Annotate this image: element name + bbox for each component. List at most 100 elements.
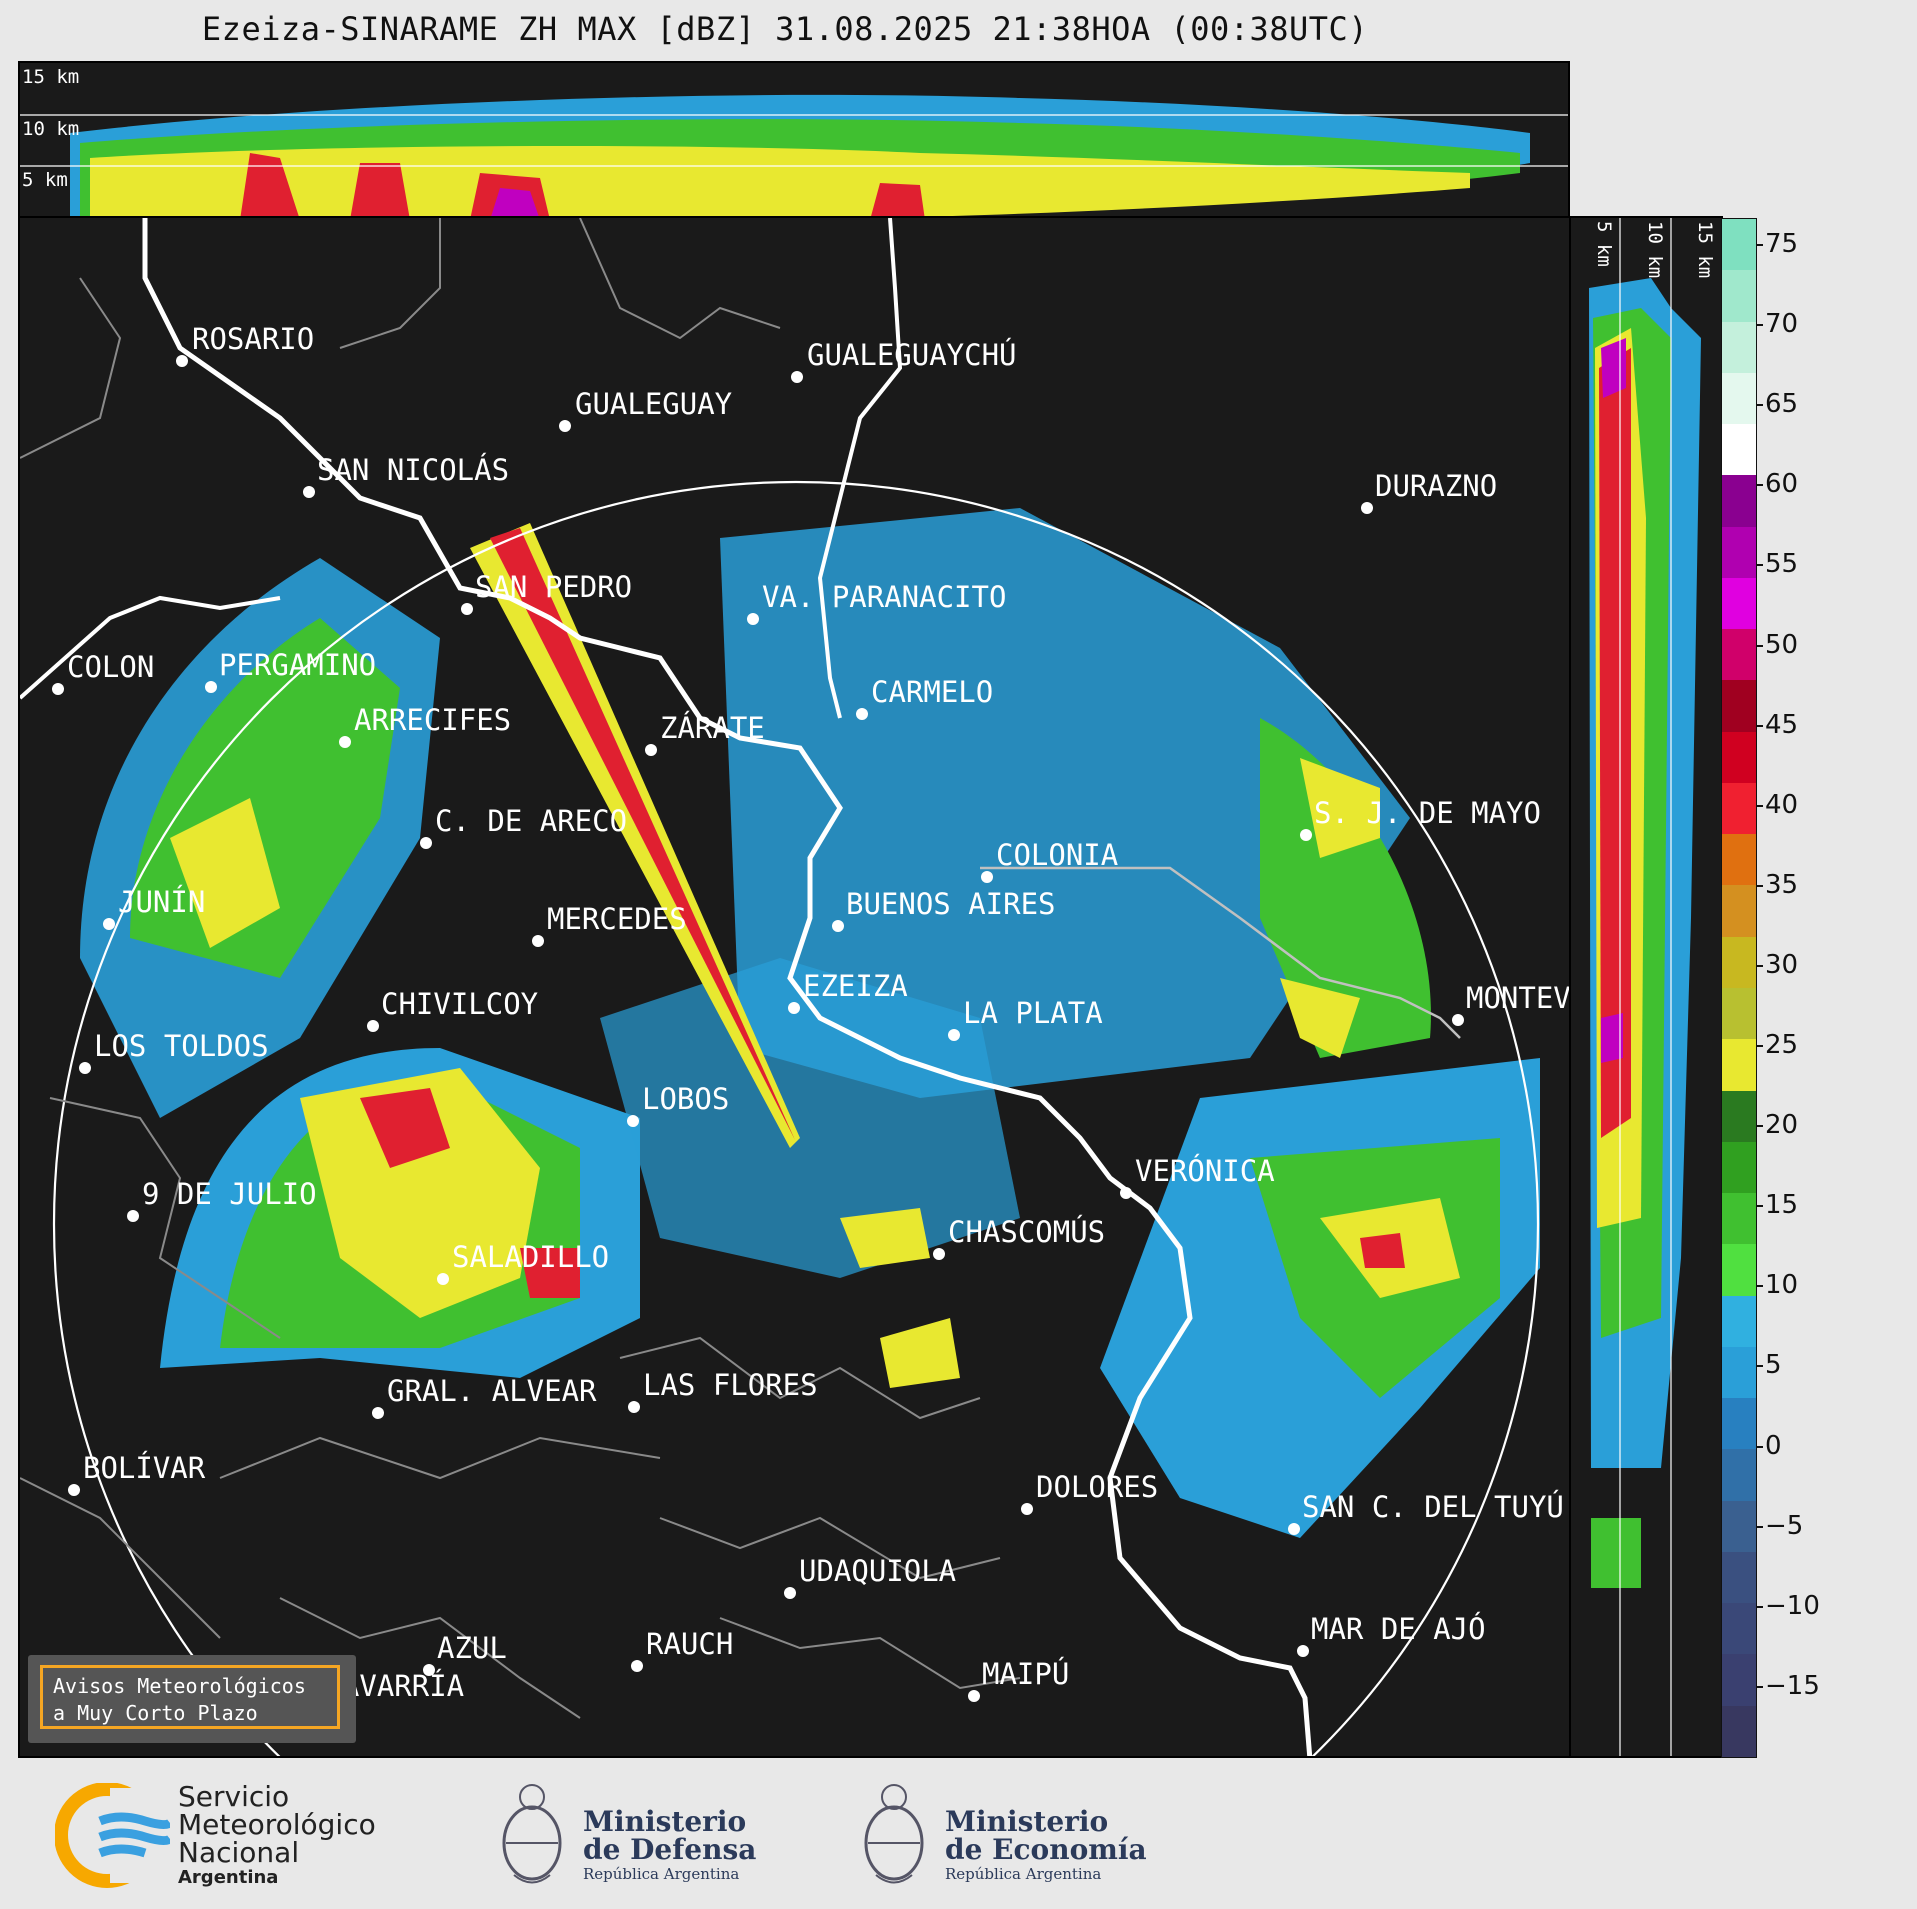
city-label-san-nicolas: SAN NICOLÁS	[317, 453, 509, 487]
defensa-line3: República Argentina	[583, 1865, 740, 1883]
city-label-pergamino: PERGAMINO	[219, 648, 376, 682]
city-dot-saladillo	[437, 1273, 449, 1285]
city-label-va-paranacito: VA. PARANACITO	[762, 580, 1006, 614]
colorbar-tick-label: 35	[1765, 869, 1799, 900]
city-label-mercedes: MERCEDES	[547, 902, 687, 936]
city-label-durazno: DURAZNO	[1375, 469, 1497, 503]
colorbar-swatch	[1722, 1295, 1756, 1347]
economia-line3: República Argentina	[945, 1865, 1102, 1883]
city-label-azul: AZUL	[437, 1631, 507, 1665]
city-dot-durazno	[1361, 502, 1373, 514]
colorbar-swatch	[1722, 1500, 1756, 1552]
colorbar-tick-label: 40	[1765, 789, 1799, 820]
colorbar-tick-label: 50	[1765, 629, 1799, 660]
defensa-line2: de Defensa	[583, 1833, 757, 1866]
city-dot-zarate	[645, 744, 657, 756]
city-label-colon: COLON	[67, 650, 154, 684]
radar-map-image: ROSARIO GUALEGUAYCHÚ GUALEGUAY SAN NICOL…	[20, 218, 1571, 1756]
economia-logo-text: Ministerio de Economía República Argenti…	[945, 1808, 1147, 1884]
colorbar-tick-mark	[1756, 1205, 1763, 1208]
city-dot-gualeguaychu	[791, 371, 803, 383]
city-label-c-de-areco: C. DE ARECO	[435, 804, 627, 838]
city-label-maipu: MAIPÚ	[982, 1657, 1069, 1691]
colorbar-swatch	[1722, 1654, 1756, 1706]
colorbar-tick-mark	[1756, 1525, 1763, 1528]
defensa-line1: Ministerio	[583, 1805, 747, 1838]
city-label-buenos-aires: BUENOS AIRES	[846, 887, 1056, 921]
smn-line2: Meteorológico	[178, 1808, 376, 1841]
colorbar-tick-label: 60	[1765, 469, 1799, 500]
side-axis-label-15km: 15 km	[1694, 221, 1716, 279]
colorbar-swatch	[1722, 475, 1756, 527]
colorbar	[1721, 218, 1757, 1758]
colorbar-swatch	[1722, 1193, 1756, 1245]
city-label-lobos: LOBOS	[642, 1082, 729, 1116]
city-dot-la-plata	[948, 1029, 960, 1041]
colorbar-tick-label: 55	[1765, 549, 1799, 580]
economia-line2: de Economía	[945, 1833, 1147, 1866]
colorbar-swatch	[1722, 834, 1756, 886]
colorbar-tick-mark	[1756, 724, 1763, 727]
radar-map-panel: ROSARIO GUALEGUAYCHÚ GUALEGUAY SAN NICOL…	[18, 216, 1571, 1758]
city-label-mar-de-ajo: MAR DE AJÓ	[1311, 1612, 1486, 1646]
colorbar-tick-mark	[1756, 1125, 1763, 1128]
colorbar-swatch	[1722, 321, 1756, 373]
colorbar-swatch	[1722, 526, 1756, 578]
top-axis-label-5km: 5 km	[22, 169, 68, 191]
city-dot-buenos-aires	[832, 920, 844, 932]
colorbar-tick-mark	[1756, 244, 1763, 246]
colorbar-tick-mark	[1756, 1605, 1763, 1608]
defensa-emblem-icon	[502, 1784, 562, 1884]
city-label-ezeiza: EZEIZA	[803, 969, 908, 1003]
city-label-dolores: DOLORES	[1036, 1470, 1158, 1504]
colorbar-tick-mark	[1756, 484, 1763, 487]
city-dot-arrecifes	[339, 736, 351, 748]
colorbar-tick-label: 25	[1765, 1030, 1799, 1060]
city-label-junin: JUNÍN	[118, 885, 205, 919]
city-dot-las-flores	[628, 1401, 640, 1413]
colorbar-swatch	[1722, 782, 1756, 835]
short-term-warnings-box[interactable]: Avisos Meteorológicos a Muy Corto Plazo	[28, 1655, 356, 1743]
city-dot-san-c-del-tuyu	[1288, 1523, 1300, 1535]
city-label-gualeguay: GUALEGUAY	[575, 387, 732, 421]
colorbar-swatch	[1722, 372, 1756, 425]
smn-line4: Argentina	[178, 1867, 279, 1888]
city-dot-azul	[423, 1664, 435, 1676]
smn-line3: Nacional	[178, 1836, 300, 1869]
city-dot-bolivar	[68, 1484, 80, 1496]
side-cross-section-image	[1589, 218, 1701, 1756]
city-dot-rosario	[176, 355, 188, 367]
city-dot-veronica	[1120, 1187, 1132, 1199]
colorbar-swatch	[1722, 1244, 1756, 1296]
city-dot-maipu	[968, 1690, 980, 1702]
side-axis-label-10km: 10 km	[1644, 221, 1666, 279]
colorbar-swatch	[1722, 1551, 1756, 1604]
colorbar-swatch	[1722, 1449, 1756, 1501]
colorbar-swatch	[1722, 424, 1756, 476]
city-dot-los-toldos	[79, 1062, 91, 1074]
colorbar-tick-mark	[1756, 1365, 1763, 1368]
colorbar-swatch	[1722, 629, 1756, 681]
colorbar-swatch	[1722, 885, 1756, 937]
colorbar-tick-mark	[1756, 884, 1763, 887]
city-dot-chivilcoy	[367, 1020, 379, 1032]
short-term-warnings-line2: a Muy Corto Plazo	[53, 1701, 258, 1725]
city-label-9-de-julio: 9 DE JULIO	[142, 1177, 317, 1211]
colorbar-swatch	[1722, 1398, 1756, 1450]
top-cross-section-image	[20, 94, 1568, 216]
city-label-zarate: ZÁRATE	[660, 711, 765, 745]
colorbar-tick-label: 30	[1765, 949, 1799, 980]
page-title: Ezeiza-SINARAME ZH MAX [dBZ] 31.08.2025 …	[201, 10, 1369, 48]
top-axis-label-10km: 10 km	[22, 118, 80, 140]
colorbar-tick-label: 65	[1765, 389, 1799, 420]
city-dot-dolores	[1021, 1503, 1033, 1515]
colorbar-tick-label: 45	[1765, 709, 1799, 740]
smn-logo-text: Servicio Meteorológico Nacional Argentin…	[178, 1783, 376, 1889]
city-label-rauch: RAUCH	[646, 1627, 733, 1661]
city-dot-mar-de-ajo	[1297, 1645, 1309, 1657]
city-label-veronica: VERÓNICA	[1135, 1154, 1275, 1188]
colorbar-swatch	[1722, 936, 1756, 988]
city-label-montevideo: MONTEVIDEO	[1466, 981, 1571, 1015]
colorbar-swatch	[1722, 1705, 1756, 1757]
colorbar-swatch	[1722, 270, 1756, 322]
